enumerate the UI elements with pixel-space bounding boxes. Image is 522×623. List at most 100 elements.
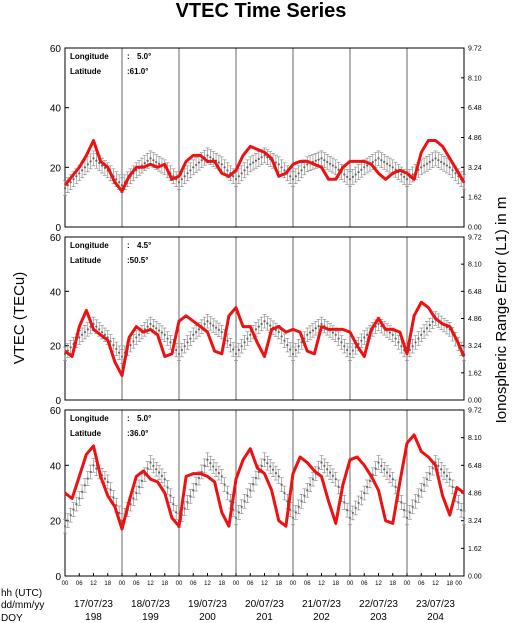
reference-point [257, 325, 260, 328]
date-label: 23/07/23 [416, 599, 455, 610]
reference-point [229, 344, 232, 347]
observed-series-line [64, 433, 465, 531]
reference-point [266, 462, 269, 465]
reference-point [100, 164, 104, 167]
reference-point [177, 352, 181, 355]
reference-point [317, 467, 320, 470]
doy-label: 204 [427, 612, 444, 623]
longitude-value: 5.0° [137, 52, 151, 61]
reference-point [442, 162, 446, 165]
reference-point [366, 485, 369, 489]
longitude-label: Longitude [70, 414, 109, 423]
x-tick-label: 06 [304, 581, 311, 587]
reference-point [411, 173, 414, 176]
longitude-value: 4.5° [137, 241, 151, 250]
reference-point [160, 474, 163, 477]
reference-point [351, 511, 354, 515]
reference-point [143, 162, 146, 165]
longitude-value: 5.0° [137, 414, 151, 423]
reference-point [189, 337, 192, 340]
x-tick-label: 18 [332, 581, 339, 587]
reference-point [280, 166, 283, 169]
reference-point [240, 345, 243, 348]
reference-point [166, 486, 169, 489]
reference-point [417, 337, 420, 340]
reference-point [300, 500, 303, 503]
reference-point [217, 471, 220, 475]
reference-point [89, 470, 92, 474]
reference-point [437, 464, 440, 467]
reference-point [348, 516, 352, 520]
reference-point [457, 501, 460, 504]
latitude-value: :36.0° [127, 429, 148, 438]
x-tick-label: 00 [119, 581, 126, 587]
reference-point [252, 161, 255, 164]
reference-point [226, 339, 229, 342]
reference-point [132, 497, 135, 500]
y-tick-label: 40 [50, 287, 62, 298]
date-label: 18/07/23 [131, 599, 170, 610]
reference-point [86, 328, 89, 331]
reference-point [314, 327, 317, 330]
reference-point [83, 166, 87, 169]
x-tick-label: 06 [190, 581, 197, 587]
reference-point [383, 468, 386, 471]
longitude-colon: : [127, 414, 130, 423]
reference-point [343, 345, 346, 348]
reference-point [414, 500, 417, 503]
reference-point [366, 164, 369, 167]
date-label: 17/07/23 [74, 599, 113, 610]
reference-point [95, 159, 98, 162]
reference-point [400, 501, 403, 504]
reference-point [343, 501, 346, 504]
reference-point [351, 349, 354, 352]
doy-label: 198 [85, 612, 102, 623]
reference-point [391, 166, 394, 169]
right-tick-label: 3.24 [468, 518, 482, 525]
right-tick-label: 0.00 [468, 398, 482, 405]
longitude-colon: : [127, 241, 130, 250]
reference-point [249, 163, 252, 166]
x-tick-label: 12 [147, 581, 154, 587]
reference-point [451, 169, 454, 172]
reference-point [400, 173, 403, 176]
reference-point [160, 331, 163, 334]
right-tick-label: 8.10 [468, 435, 482, 442]
reference-point [277, 475, 280, 478]
reference-point [86, 477, 89, 480]
reference-point [203, 322, 206, 326]
date-label: 20/07/23 [245, 599, 284, 610]
x-tick-label: 18 [446, 581, 453, 587]
reference-point [357, 501, 360, 505]
reference-point [309, 331, 312, 334]
reference-point [183, 345, 186, 348]
reference-point [86, 163, 89, 166]
doy-label: 200 [199, 612, 216, 623]
reference-point [323, 464, 326, 467]
reference-point [237, 348, 240, 352]
observed-series-line [64, 300, 466, 378]
right-tick-label: 6.48 [468, 463, 482, 470]
panel-frame [64, 409, 465, 577]
right-tick-label: 4.86 [468, 135, 482, 142]
reference-point [368, 479, 372, 482]
latitude-label: Latitude [70, 429, 102, 438]
reference-point [277, 330, 280, 334]
reference-point [232, 348, 235, 351]
reference-point [440, 160, 443, 164]
reference-point [374, 159, 377, 162]
reference-point [428, 160, 431, 164]
reference-point [328, 162, 332, 165]
reference-point [343, 173, 346, 176]
reference-point [172, 175, 175, 178]
reference-point [394, 337, 397, 340]
reference-point [328, 471, 332, 474]
reference-point [420, 166, 423, 169]
reference-point [254, 159, 258, 162]
reference-point [291, 178, 295, 181]
y-tick-label: 20 [50, 342, 62, 353]
reference-point [428, 323, 431, 327]
reference-point [380, 159, 383, 162]
reference-point [346, 509, 349, 512]
reference-point [115, 347, 118, 351]
